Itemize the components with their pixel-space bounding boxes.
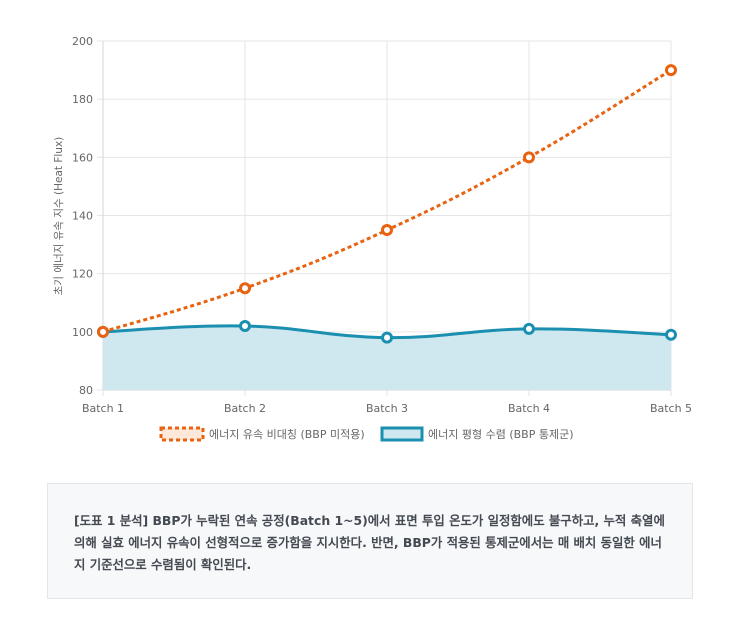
series-2-point — [665, 328, 677, 341]
plot-series — [97, 64, 677, 390]
x-tick-label: Batch 3 — [366, 402, 408, 415]
legend-label-2: 에너지 평형 수렴 (BBP 통제군) — [428, 428, 574, 441]
legend-swatch-1 — [159, 426, 205, 442]
legend-label-1: 에너지 유속 비대칭 (BBP 미적용) — [209, 428, 365, 441]
y-tick-label: 200 — [72, 35, 93, 48]
y-tick-label: 160 — [72, 151, 93, 164]
y-tick-label: 80 — [79, 384, 93, 397]
analysis-note: [도표 1 분석] BBP가 누락된 연속 공정(Batch 1~5)에서 표면… — [47, 483, 693, 599]
y-tick-label: 100 — [72, 326, 93, 339]
series-2-point — [239, 320, 251, 333]
legend: 에너지 유속 비대칭 (BBP 미적용) 에너지 평형 수렴 (BBP 통제군) — [159, 426, 574, 442]
legend-swatch-2 — [380, 426, 424, 442]
x-tick-label: Batch 1 — [82, 402, 124, 415]
series-2-point — [523, 322, 535, 335]
series-1-point — [381, 224, 393, 237]
x-tick-label: Batch 4 — [508, 402, 550, 415]
series-1-point — [97, 325, 109, 338]
y-tick-label: 120 — [72, 268, 93, 281]
series-1-point — [665, 64, 677, 77]
series-2-area — [103, 325, 671, 390]
line-chart: 80 100 120 140 160 180 200 Batch 1 Batch 2 Batch … — [53, 35, 692, 442]
series-1-point — [239, 282, 251, 295]
x-tick-label: Batch 5 — [650, 402, 692, 415]
y-tick-label: 180 — [72, 93, 93, 106]
y-axis-label: 초기 에너지 유속 지수 (Heat Flux) — [53, 137, 65, 296]
x-tick-label: Batch 2 — [224, 402, 266, 415]
tick-labels: 80 100 120 140 160 180 200 Batch 1 Batch 2 Batch … — [72, 35, 692, 415]
series-1-point — [523, 151, 535, 164]
analysis-note-text: [도표 1 분석] BBP가 누락된 연속 공정(Batch 1~5)에서 표면… — [74, 513, 665, 572]
y-tick-label: 140 — [72, 210, 93, 223]
series-2-point — [381, 331, 393, 344]
